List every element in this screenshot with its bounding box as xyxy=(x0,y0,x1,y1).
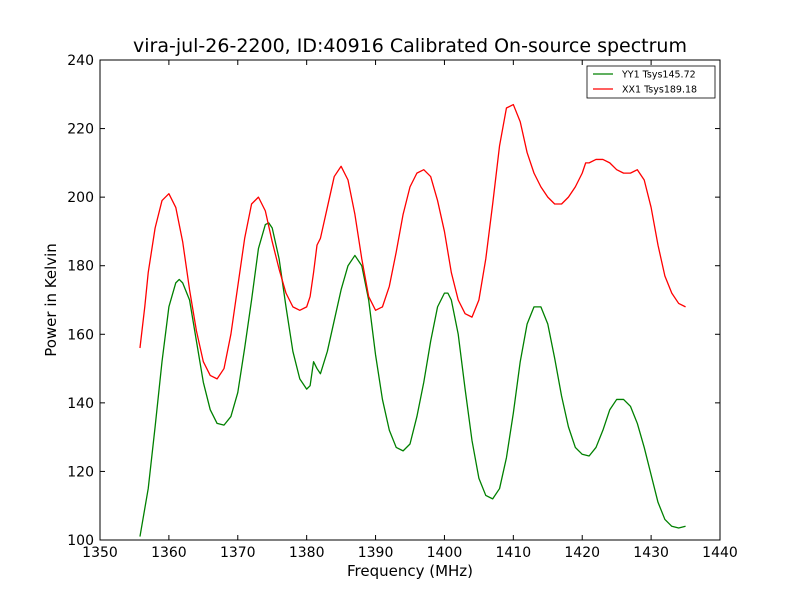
y-axis-label: Power in Kelvin xyxy=(42,243,60,357)
legend-label-yy1: YY1 Tsys145.72 xyxy=(621,70,696,81)
x-tick-label: 1360 xyxy=(151,545,187,561)
y-axis-ticks: 100 120 140 160 180 200 220 240 xyxy=(67,53,720,549)
y-tick-label: 180 xyxy=(67,259,94,275)
series-line-xx1 xyxy=(139,103,686,380)
x-tick-label: 1410 xyxy=(496,545,532,561)
y-tick-label: 100 xyxy=(67,533,94,549)
legend-box xyxy=(586,65,716,99)
y-tick-label: 220 xyxy=(67,122,94,138)
y-tick-label: 140 xyxy=(67,396,94,412)
x-tick-label: 1430 xyxy=(633,545,669,561)
y-tick-label: 200 xyxy=(67,190,94,206)
y-tick-label: 240 xyxy=(67,53,94,69)
x-tick-label: 1370 xyxy=(220,545,256,561)
x-tick-label: 1400 xyxy=(427,545,463,561)
x-axis-label: Frequency (MHz) xyxy=(347,562,473,580)
x-tick-label: 1350 xyxy=(82,545,118,561)
x-tick-label: 1380 xyxy=(289,545,325,561)
chart-title: vira-jul-26-2200, ID:40916 Calibrated On… xyxy=(133,35,687,57)
series-line-yy1 xyxy=(139,222,686,537)
x-tick-label: 1420 xyxy=(564,545,600,561)
plot-frame xyxy=(99,59,721,541)
x-tick-label: 1390 xyxy=(358,545,394,561)
plot-area: 1350 1360 1370 1380 1390 1400 1410 1420 1430 1440… xyxy=(67,53,738,561)
y-tick-label: 120 xyxy=(67,464,94,480)
legend-label-xx1: XX1 Tsys189.18 xyxy=(622,85,697,96)
y-tick-label: 160 xyxy=(67,327,94,343)
series-lines xyxy=(139,103,686,537)
legend[interactable]: YY1 Tsys145.72 XX1 Tsys189.18 xyxy=(586,65,716,99)
x-tick-label: 1440 xyxy=(702,545,738,561)
x-axis-ticks: 1350 1360 1370 1380 1390 1400 1410 1420 1430 1440 xyxy=(82,60,738,561)
